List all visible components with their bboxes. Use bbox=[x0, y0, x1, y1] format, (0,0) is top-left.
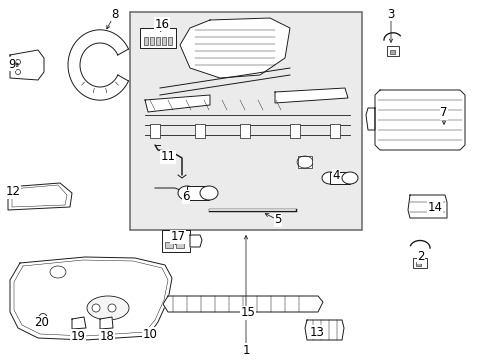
Text: 2: 2 bbox=[416, 251, 424, 264]
Ellipse shape bbox=[178, 186, 196, 200]
Polygon shape bbox=[100, 317, 113, 329]
Ellipse shape bbox=[92, 304, 100, 312]
Bar bbox=[162, 37, 165, 45]
Text: 15: 15 bbox=[240, 306, 255, 320]
Text: 14: 14 bbox=[427, 202, 442, 215]
Polygon shape bbox=[407, 195, 446, 218]
Bar bbox=[176, 242, 183, 248]
Bar bbox=[415, 262, 420, 266]
Text: 8: 8 bbox=[111, 8, 119, 21]
Bar bbox=[162, 230, 190, 252]
Ellipse shape bbox=[200, 186, 218, 200]
Polygon shape bbox=[10, 257, 172, 340]
Bar bbox=[329, 124, 339, 138]
Bar bbox=[140, 28, 176, 48]
Polygon shape bbox=[365, 108, 374, 130]
Polygon shape bbox=[72, 317, 86, 329]
Text: 7: 7 bbox=[439, 107, 447, 120]
Text: 16: 16 bbox=[154, 18, 169, 31]
Polygon shape bbox=[305, 320, 343, 340]
Polygon shape bbox=[8, 183, 72, 210]
Bar bbox=[164, 242, 173, 248]
Text: 4: 4 bbox=[331, 170, 339, 183]
Circle shape bbox=[16, 69, 20, 75]
Ellipse shape bbox=[108, 304, 116, 312]
Text: 17: 17 bbox=[170, 230, 185, 243]
Ellipse shape bbox=[39, 314, 47, 324]
Text: 11: 11 bbox=[160, 150, 175, 163]
Bar bbox=[150, 124, 160, 138]
Polygon shape bbox=[145, 95, 209, 112]
Text: 1: 1 bbox=[242, 343, 249, 356]
Ellipse shape bbox=[50, 266, 66, 278]
Bar bbox=[168, 37, 172, 45]
Polygon shape bbox=[68, 30, 128, 100]
Text: 18: 18 bbox=[100, 329, 114, 342]
Bar bbox=[329, 172, 349, 184]
Bar bbox=[143, 37, 148, 45]
Polygon shape bbox=[274, 88, 347, 103]
Bar bbox=[130, 12, 361, 230]
Ellipse shape bbox=[321, 172, 337, 184]
Polygon shape bbox=[190, 235, 202, 247]
Ellipse shape bbox=[341, 172, 357, 184]
Text: 5: 5 bbox=[274, 213, 281, 226]
Text: 9: 9 bbox=[8, 58, 16, 71]
Bar bbox=[156, 37, 160, 45]
Ellipse shape bbox=[87, 296, 129, 320]
Bar bbox=[289, 124, 299, 138]
Text: 3: 3 bbox=[386, 8, 394, 21]
Bar bbox=[389, 50, 394, 54]
Polygon shape bbox=[374, 90, 464, 150]
Circle shape bbox=[16, 59, 20, 64]
Bar bbox=[240, 124, 249, 138]
Polygon shape bbox=[10, 50, 44, 80]
Bar bbox=[412, 258, 426, 268]
Text: 10: 10 bbox=[142, 328, 157, 341]
Bar bbox=[195, 124, 204, 138]
Bar bbox=[186, 186, 208, 200]
Polygon shape bbox=[180, 18, 289, 78]
Text: 13: 13 bbox=[309, 325, 324, 338]
Text: 12: 12 bbox=[5, 185, 20, 198]
Bar bbox=[297, 156, 311, 168]
Text: 6: 6 bbox=[182, 190, 189, 203]
Text: 20: 20 bbox=[35, 316, 49, 329]
Bar bbox=[150, 37, 154, 45]
Bar bbox=[386, 46, 398, 56]
Polygon shape bbox=[163, 296, 323, 312]
Text: 19: 19 bbox=[70, 329, 85, 342]
